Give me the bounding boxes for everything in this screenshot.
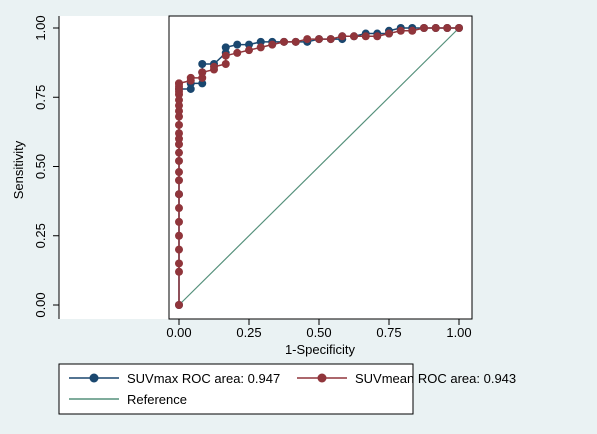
legend-item: SUVmax ROC area: 0.947	[69, 371, 280, 386]
data-point	[198, 60, 207, 69]
data-point	[338, 32, 347, 41]
data-point	[256, 43, 265, 52]
data-point	[175, 259, 183, 268]
data-point	[175, 140, 183, 149]
data-point	[280, 37, 288, 46]
data-point	[303, 35, 312, 44]
data-point	[175, 79, 183, 88]
series-layer	[175, 24, 463, 309]
legend-box	[58, 363, 414, 415]
data-point	[420, 24, 428, 32]
data-point	[175, 204, 183, 213]
plot-area	[59, 16, 472, 319]
data-point	[175, 245, 183, 254]
data-point	[186, 84, 195, 93]
series-line	[178, 27, 460, 306]
data-point	[431, 24, 440, 32]
data-point	[291, 37, 300, 46]
data-point	[175, 129, 183, 138]
data-point	[175, 148, 183, 157]
data-point	[245, 40, 253, 49]
data-point	[175, 107, 183, 116]
legend-marker	[89, 373, 99, 383]
series-1	[175, 24, 463, 309]
data-point	[175, 96, 183, 105]
y-axis-ticks: 0.00 0.25 0.50 0.75 1.00	[33, 15, 59, 318]
data-point	[443, 24, 452, 32]
data-point	[396, 26, 405, 35]
x-tick-label: 0.00	[166, 325, 191, 340]
data-point	[385, 29, 393, 38]
data-point	[350, 32, 358, 41]
legend-label: SUVmean ROC area: 0.943	[355, 371, 516, 386]
data-point	[221, 60, 230, 69]
data-point	[268, 40, 277, 49]
data-point	[175, 267, 183, 276]
x-axis-ticks: 0.00 0.25 0.50 0.75 1.00	[166, 319, 472, 340]
data-point	[256, 37, 265, 46]
data-point	[175, 134, 183, 143]
y-tick-label: 1.00	[33, 15, 48, 40]
data-point	[198, 73, 207, 82]
x-tick-label: 0.50	[306, 325, 331, 340]
data-point	[175, 168, 183, 177]
legend-label: Reference	[127, 392, 187, 407]
legend-item: Reference	[69, 392, 187, 407]
data-point	[198, 79, 207, 88]
data-point	[175, 217, 183, 226]
data-point	[175, 120, 183, 129]
x-tick-label: 0.25	[236, 325, 261, 340]
data-point	[221, 51, 230, 60]
data-point	[408, 26, 417, 35]
data-point	[175, 190, 183, 199]
data-point	[175, 156, 183, 165]
data-point	[315, 35, 323, 44]
data-point	[233, 48, 242, 57]
data-point	[186, 73, 195, 82]
data-point	[175, 231, 183, 240]
x-axis-title: 1-Specificity	[285, 342, 356, 357]
data-point	[175, 301, 183, 309]
data-point	[245, 46, 253, 55]
x-tick-label: 0.75	[376, 325, 401, 340]
data-point	[175, 101, 183, 110]
y-tick-label: 0.75	[33, 85, 48, 110]
data-point	[361, 32, 370, 41]
x-tick-label: 1.00	[446, 325, 471, 340]
legend-marker	[317, 373, 327, 383]
data-point	[373, 32, 382, 41]
y-tick-label: 0.00	[33, 292, 48, 317]
data-point	[221, 43, 230, 52]
data-point	[198, 68, 207, 77]
y-axis-title: Sensitivity	[11, 140, 26, 199]
legend-label: SUVmax ROC area: 0.947	[127, 371, 280, 386]
data-point	[455, 24, 463, 32]
data-point	[210, 62, 218, 71]
data-point	[233, 40, 242, 49]
data-point	[175, 176, 183, 185]
data-point	[326, 35, 335, 44]
y-tick-label: 0.25	[33, 223, 48, 248]
legend-item: SUVmean ROC area: 0.943	[297, 371, 516, 386]
legend: SUVmax ROC area: 0.947 SUVmean ROC area: …	[69, 371, 516, 407]
series-2	[178, 27, 460, 306]
data-point	[175, 112, 183, 121]
y-tick-label: 0.50	[33, 154, 48, 179]
